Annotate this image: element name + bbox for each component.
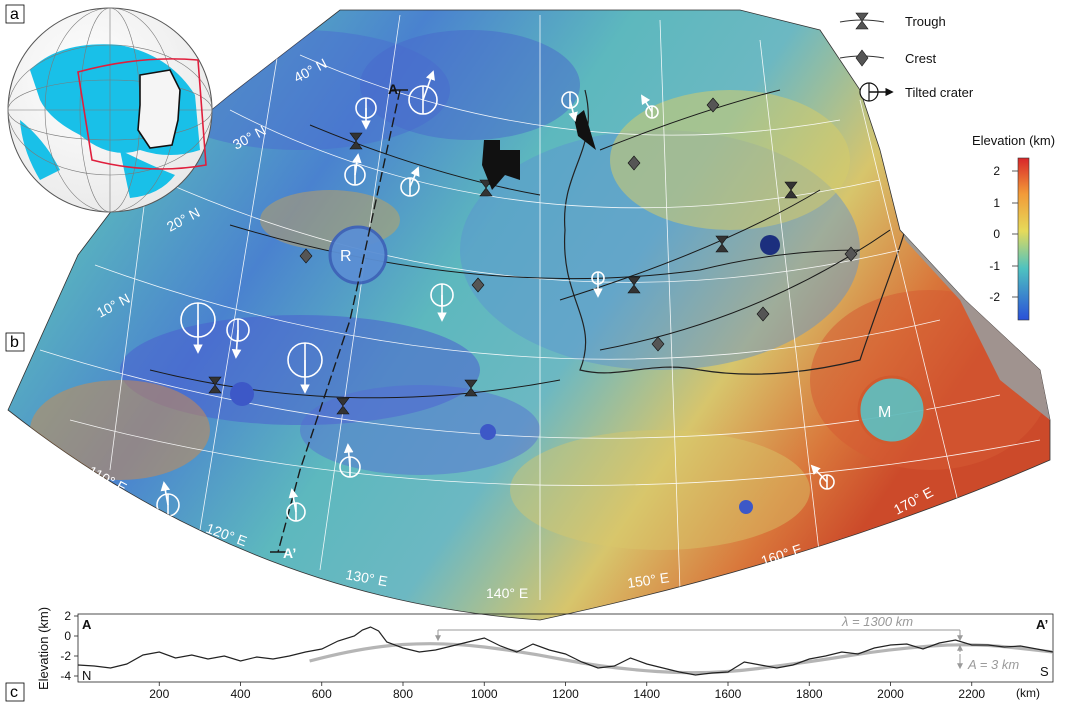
tilted-crater: [591, 271, 605, 298]
colorbar: Elevation (km) 2 1 0 -1 -2: [972, 133, 1055, 321]
xtick-label: 1800: [796, 687, 823, 701]
profile-south-label: S: [1040, 664, 1049, 679]
crest-markers: [299, 97, 858, 352]
xtick-label: 200: [149, 687, 169, 701]
ytick-label: -2: [60, 649, 71, 663]
svg-text:Crest: Crest: [905, 51, 936, 66]
tilted-crater: [400, 166, 420, 197]
smooth-plains-outline: [137, 69, 181, 149]
tilted-craters: [156, 70, 835, 522]
profile-xticks: 200 400 600 800 1000 1200 1400 1600 1800 2000 2200: [149, 682, 985, 701]
panel-tag-b: b: [5, 332, 25, 352]
panel-tag-c: c: [5, 682, 25, 702]
profile-end-label: A’: [1036, 617, 1048, 632]
study-region-outline: [77, 58, 207, 170]
tilted-crater: [640, 94, 659, 119]
profile-end-label: A’: [283, 545, 296, 561]
xtick-label: 1200: [552, 687, 579, 701]
sinusoid-fit-line: [309, 642, 1054, 675]
legend-tilted-crater: Tilted crater: [859, 82, 974, 102]
elevation-map: [7, 9, 1051, 621]
panel-tag-a: a: [5, 4, 25, 24]
small-crater: [230, 382, 254, 406]
trough-markers: [208, 132, 798, 415]
colorbar-title: Elevation (km): [972, 133, 1055, 148]
colorbar-tick: -2: [989, 290, 1000, 304]
crater-r: [328, 225, 388, 285]
svg-text:a: a: [10, 6, 19, 23]
ytick-label: 2: [64, 609, 71, 623]
tilted-crater: [339, 443, 361, 478]
xtick-label: 2000: [877, 687, 904, 701]
xtick-label: 1400: [633, 687, 660, 701]
profile-xunit: (km): [1016, 686, 1040, 700]
wavelength-annotation: [435, 629, 963, 670]
xtick-label: 600: [312, 687, 332, 701]
xtick-label: 1600: [715, 687, 742, 701]
profile-yticks: 2 0 -2 -4: [60, 609, 78, 683]
xtick-label: 800: [393, 687, 413, 701]
tilted-crater: [344, 153, 366, 186]
profile-start-label: A: [82, 617, 92, 632]
crater-m: [857, 375, 927, 445]
globe-inset: [7, 7, 213, 213]
tilted-crater: [180, 302, 216, 354]
plains-boundary: [563, 89, 906, 375]
svg-text:b: b: [10, 334, 19, 351]
xtick-label: 1000: [471, 687, 498, 701]
legend-trough: Trough: [839, 12, 946, 30]
colorbar-tick: 2: [993, 164, 1000, 178]
tilted-crater: [226, 318, 250, 359]
tilted-crater: [355, 97, 377, 130]
elevation-profile: Elevation (km) 2 0 -2 -4 200 400 600 800 1000 12…: [36, 607, 1054, 701]
xtick-label: 2200: [958, 687, 985, 701]
profile-start-label: A: [388, 81, 398, 97]
colorbar-tick: 0: [993, 227, 1000, 241]
legend: Trough Crest Tilted crater: [839, 12, 974, 102]
colorbar-tick: 1: [993, 196, 1000, 210]
tilted-crater: [408, 70, 438, 115]
profile-line: [277, 89, 401, 553]
lon-label-130: 130° E: [344, 566, 388, 589]
lon-label-150: 150° E: [626, 569, 670, 591]
lon-label-140: 140° E: [486, 585, 528, 601]
small-crater: [760, 235, 780, 255]
tilted-crater: [561, 91, 579, 122]
xtick-label: 400: [230, 687, 250, 701]
tilted-crater: [287, 342, 323, 394]
svg-text:c: c: [10, 684, 18, 701]
tilted-crater: [430, 283, 454, 322]
legend-crest: Crest: [839, 49, 936, 67]
tilted-crater: [286, 488, 306, 522]
ytick-label: 0: [64, 629, 71, 643]
amplitude-label: A = 3 km: [967, 657, 1019, 672]
small-crater: [480, 424, 496, 440]
svg-text:Trough: Trough: [905, 14, 946, 29]
tilted-crater: [810, 464, 835, 490]
crater-m-label: M: [878, 404, 891, 421]
crater-r-label: R: [340, 248, 352, 265]
data-gap: [574, 110, 596, 150]
colorbar-tick: -1: [989, 259, 1000, 273]
profile-ylabel: Elevation (km): [36, 607, 51, 690]
data-gap: [482, 140, 520, 190]
profile-north-label: N: [82, 668, 91, 683]
colorbar-ramp: [1017, 157, 1030, 321]
svg-text:Tilted crater: Tilted crater: [905, 85, 974, 100]
wavelength-label: λ = 1300 km: [841, 614, 913, 629]
elevation-line: [77, 626, 1054, 676]
ytick-label: -4: [60, 669, 71, 683]
small-crater: [739, 500, 753, 514]
